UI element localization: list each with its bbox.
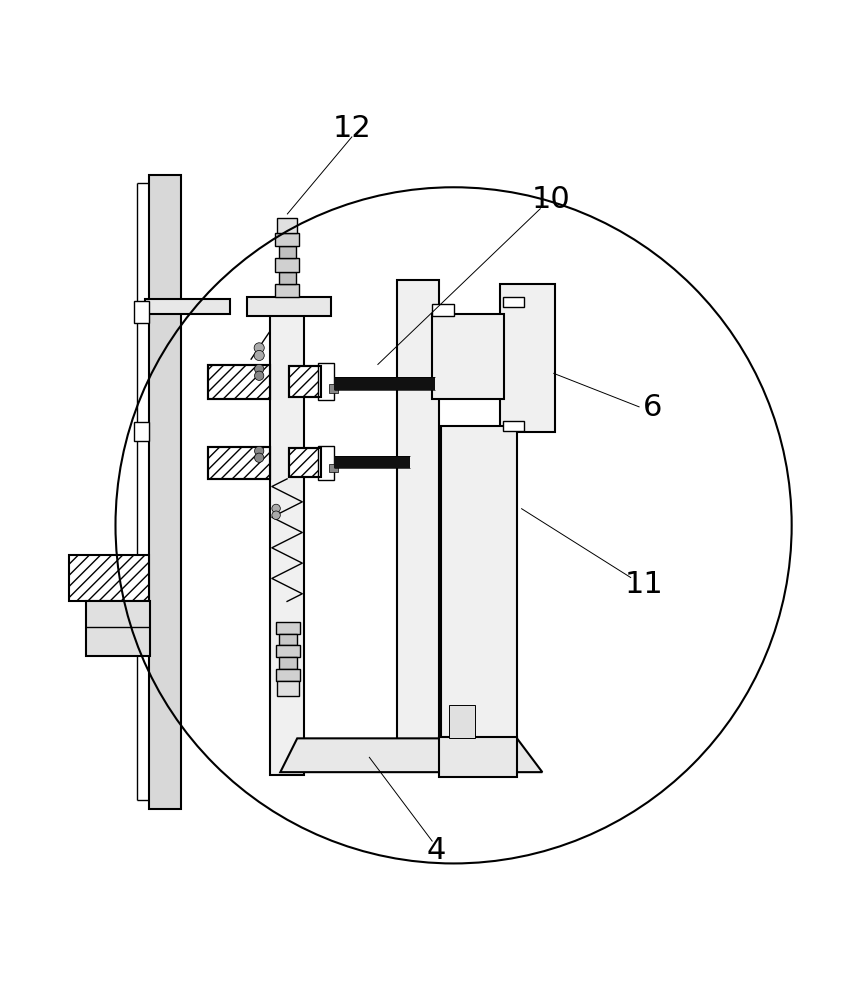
Bar	[503, 421, 524, 431]
Bar	[277, 681, 298, 696]
Bar	[209, 447, 271, 479]
Circle shape	[254, 343, 265, 353]
Text: 12: 12	[332, 114, 371, 143]
Bar	[318, 363, 333, 400]
Circle shape	[254, 350, 265, 361]
Bar	[209, 365, 271, 399]
Circle shape	[272, 511, 281, 519]
Bar	[449, 705, 475, 738]
Bar	[134, 422, 149, 441]
Text: 4: 4	[427, 836, 446, 865]
Bar	[503, 297, 524, 307]
Circle shape	[254, 364, 264, 374]
Bar	[318, 446, 333, 480]
Bar	[279, 657, 297, 669]
Bar	[276, 258, 298, 272]
Bar	[86, 601, 150, 656]
Bar	[276, 284, 298, 297]
Circle shape	[254, 446, 264, 456]
Bar	[329, 384, 338, 393]
Bar	[397, 280, 439, 741]
Bar	[271, 314, 304, 775]
Text: 11: 11	[624, 570, 663, 599]
Bar	[276, 622, 299, 634]
Bar	[333, 456, 410, 468]
Bar	[333, 377, 435, 390]
Bar	[149, 175, 181, 809]
Bar	[247, 297, 331, 316]
Bar	[432, 314, 505, 399]
Bar	[134, 301, 149, 323]
Circle shape	[272, 504, 281, 513]
Bar	[279, 272, 295, 284]
Bar	[289, 366, 321, 397]
Bar	[441, 426, 517, 738]
Bar	[289, 366, 321, 397]
Bar	[276, 645, 299, 657]
Bar	[500, 284, 555, 432]
Bar	[289, 448, 321, 477]
Bar	[432, 304, 454, 316]
Bar	[276, 669, 299, 681]
Bar	[145, 299, 230, 314]
Polygon shape	[281, 738, 543, 772]
Bar	[329, 464, 338, 472]
Bar	[289, 448, 321, 477]
Text: 6: 6	[643, 393, 662, 422]
Bar	[279, 246, 295, 258]
Circle shape	[254, 453, 264, 462]
Bar	[69, 555, 149, 601]
Bar	[209, 365, 271, 399]
Bar	[276, 233, 298, 246]
Bar	[279, 634, 297, 645]
Text: 10: 10	[532, 185, 570, 214]
Bar	[209, 447, 271, 479]
Bar	[277, 218, 297, 233]
Circle shape	[254, 371, 264, 380]
Bar	[439, 737, 517, 777]
